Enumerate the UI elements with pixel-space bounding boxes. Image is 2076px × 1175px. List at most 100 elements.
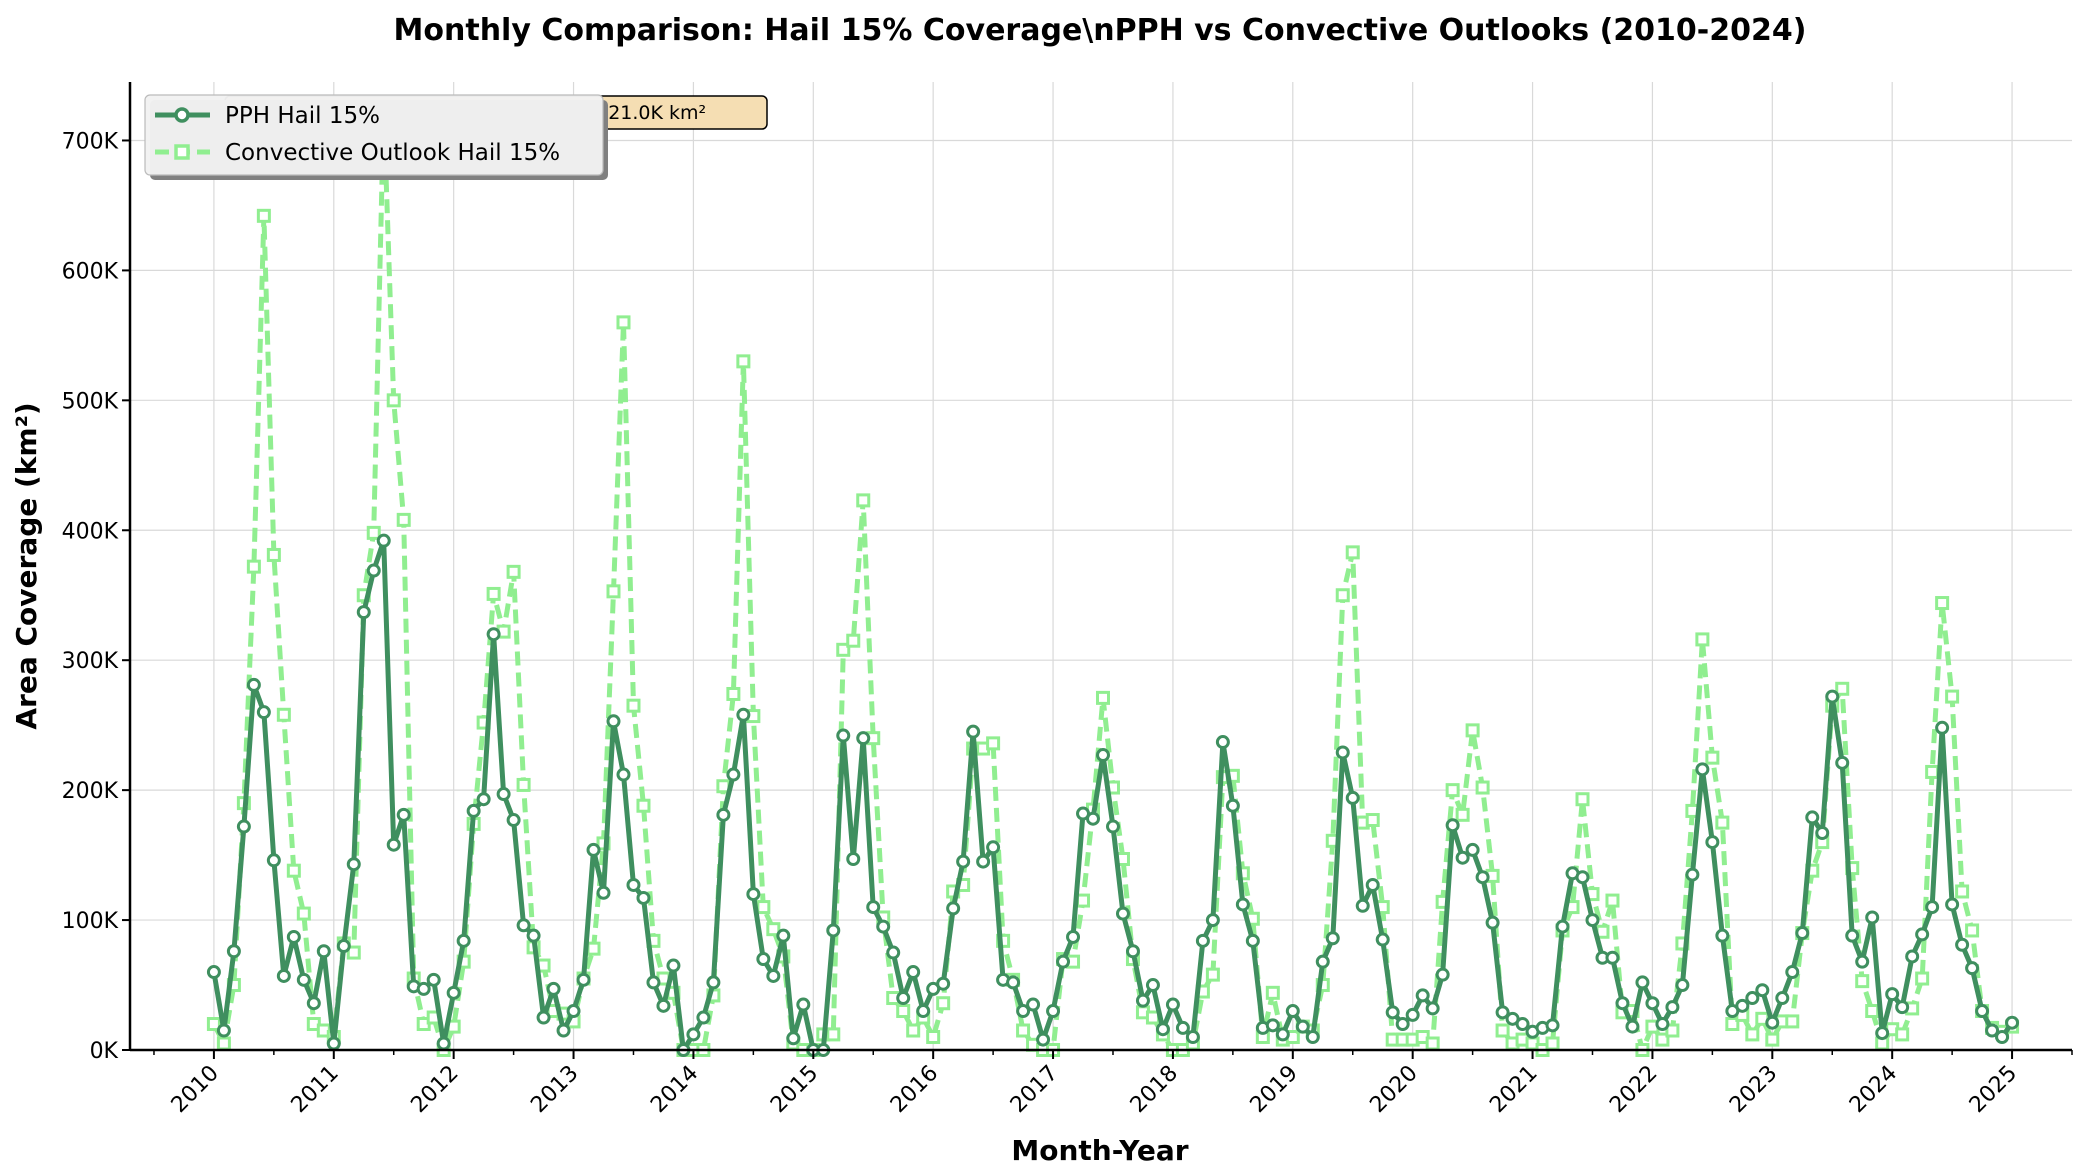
outlook-data-point [506, 564, 521, 579]
outlook-data-point [1955, 884, 1970, 899]
pph-data-point [1295, 1019, 1310, 1034]
pph-data-point [646, 975, 661, 990]
pph-data-point [576, 972, 591, 987]
pph-data-point [1095, 748, 1110, 763]
outlook-data-point [1016, 1023, 1031, 1038]
outlook-data-point [586, 941, 601, 956]
pph-data-point [956, 854, 971, 869]
pph-data-point [1575, 870, 1590, 885]
pph-data-point [1605, 950, 1620, 965]
outlook-data-point [1365, 813, 1380, 828]
outlook-data-point [366, 525, 381, 540]
pph-data-point [586, 842, 601, 857]
pph-data-point [1016, 1004, 1031, 1019]
pph-data-point [1905, 949, 1920, 964]
pph-data-point [1615, 996, 1630, 1011]
legend-marker-circle [174, 107, 190, 123]
outlook-data-point [1465, 723, 1480, 738]
pph-data-point [336, 939, 351, 954]
pph-data-point [1955, 937, 1970, 952]
pph-data-point [666, 958, 681, 973]
pph-data-point [1036, 1032, 1051, 1047]
outlook-data-point [846, 633, 861, 648]
outlook-data-point [1545, 1036, 1560, 1051]
outlook-data-point [1935, 596, 1950, 611]
outlook-data-point [1095, 690, 1110, 705]
pph-data-point [1445, 818, 1460, 833]
pph-data-point [1705, 835, 1720, 850]
y-tick-label: 200K [62, 779, 119, 804]
pph-data-point [1435, 967, 1450, 982]
pph-data-point [1185, 1030, 1200, 1045]
series-pph [206, 533, 2020, 1057]
pph-data-point [606, 714, 621, 729]
outlook-data-point [1455, 807, 1470, 822]
outlook-data-point [606, 584, 621, 599]
pph-data-point [416, 981, 431, 996]
pph-data-point [1225, 798, 1240, 813]
pph-data-point [1915, 927, 1930, 942]
pph-data-point [376, 533, 391, 548]
outlook-data-point [296, 906, 311, 921]
pph-data-point [1105, 819, 1120, 834]
pph-data-point [1515, 1017, 1530, 1032]
pph-data-point [1205, 913, 1220, 928]
y-tick-label: 600K [62, 259, 119, 284]
pph-data-point [1545, 1018, 1560, 1033]
pph-data-point [836, 728, 851, 743]
pph-data-point [1425, 1001, 1440, 1016]
pph-data-point [1845, 928, 1860, 943]
pph-data-point [1165, 997, 1180, 1012]
pph-data-point [786, 1031, 801, 1046]
pph-data-point [736, 707, 751, 722]
outlook-data-point [346, 945, 361, 960]
pph-data-point [206, 965, 221, 980]
outlook-data-point [1265, 985, 1280, 1000]
pph-data-point [316, 944, 331, 959]
pph-data-point [1835, 755, 1850, 770]
pph-data-point [1585, 913, 1600, 928]
y-axis-label: Area Coverage (km²) [10, 402, 43, 729]
pph-data-point [826, 923, 841, 938]
pph-data-point [596, 885, 611, 900]
legend-marker-square [174, 144, 190, 160]
pph-data-point [2005, 1015, 2020, 1030]
outlook-data-point [1575, 792, 1590, 807]
pph-data-point [1665, 1000, 1680, 1015]
pph-data-point [706, 975, 721, 990]
outlook-data-point [1965, 923, 1980, 938]
outlook-data-point [1695, 632, 1710, 647]
pph-data-point [1115, 906, 1130, 921]
legend-item-pph: PPH Hail 15% [155, 103, 380, 129]
pph-data-point [1495, 1005, 1510, 1020]
pph-data-point [1995, 1030, 2010, 1045]
outlook-data-point [926, 1030, 941, 1045]
outlook-data-point [626, 698, 641, 713]
y-tick-label: 500K [62, 389, 119, 414]
y-tick-label: 700K [62, 129, 119, 154]
outlook-data-point [1345, 545, 1360, 560]
outlook-data-point [1715, 815, 1730, 830]
pph-data-point [766, 968, 781, 983]
pph-data-point [1635, 975, 1650, 990]
pph-data-point [1235, 897, 1250, 912]
pph-data-point [1715, 928, 1730, 943]
outlook-data-point [1445, 783, 1460, 798]
pph-data-point [326, 1036, 341, 1051]
outlook-data-point [286, 863, 301, 878]
pph-data-point [1895, 1000, 1910, 1015]
pph-data-point [916, 1004, 931, 1019]
pph-data-point [296, 972, 311, 987]
pph-data-point [1056, 954, 1071, 969]
pph-data-point [1675, 978, 1690, 993]
pph-data-point [566, 1004, 581, 1019]
pph-data-point [506, 813, 521, 828]
outlook-data-point [396, 512, 411, 527]
pph-data-point [356, 605, 371, 620]
outlook-data-point [1925, 764, 1940, 779]
outlook-data-point [1915, 971, 1930, 986]
pph-data-point [1985, 1023, 2000, 1038]
pph-data-point [1655, 1017, 1670, 1032]
x-axis-label: Month-Year [1011, 1134, 1188, 1167]
pph-data-point [1215, 735, 1230, 750]
